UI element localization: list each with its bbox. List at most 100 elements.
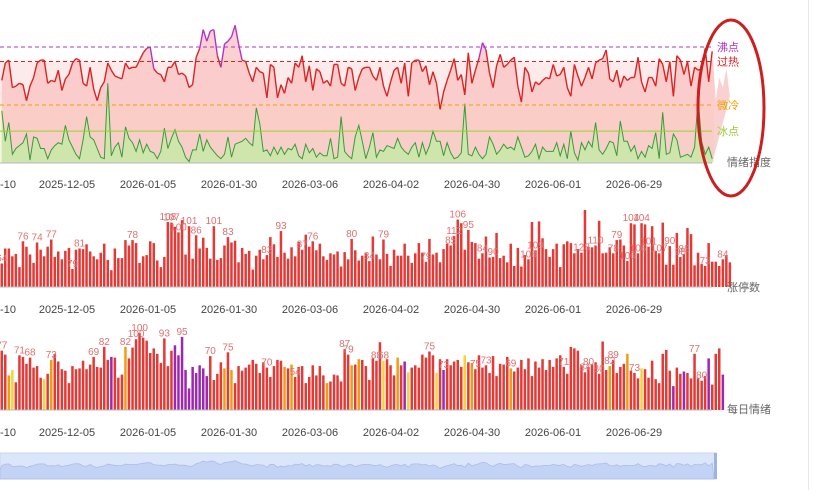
x-tick-label: 2025-12-05 xyxy=(39,304,95,316)
daily-mood-bar xyxy=(590,364,594,410)
limit-up-bar xyxy=(74,249,78,287)
limit-up-bar xyxy=(60,259,64,287)
daily-mood-bar xyxy=(339,381,343,410)
sentiment-upper-segment xyxy=(184,75,190,88)
sentiment-upper-segment xyxy=(407,62,413,97)
limit-up-bar xyxy=(138,262,141,287)
limit-up-bar xyxy=(0,263,3,287)
limit-up-bar xyxy=(194,235,198,287)
threshold-label: 微冷 xyxy=(717,98,739,112)
limit-up-panel: 6476747779817810810710010186101838393877… xyxy=(0,210,760,316)
daily-mood-bar xyxy=(216,373,219,410)
limit-up-bar xyxy=(134,243,138,287)
limit-up-bar xyxy=(604,252,608,287)
limit-up-bar xyxy=(622,245,626,287)
daily-mood-bar xyxy=(410,367,413,410)
limit-up-bar xyxy=(216,259,219,287)
daily-mood-bar xyxy=(622,363,626,410)
sentiment-upper-segment xyxy=(432,71,438,84)
limit-up-bar xyxy=(474,243,477,287)
x-tick-label: 2026-04-30 xyxy=(444,179,500,191)
daily-mood-bar xyxy=(127,358,131,410)
sentiment-upper-segment xyxy=(485,49,491,74)
x-tick-label: 2026-01-30 xyxy=(201,179,257,191)
limit-up-bar xyxy=(725,255,728,287)
sentiment-upper-segment xyxy=(626,76,632,81)
daily-mood-bar xyxy=(60,369,64,410)
sentiment-upper-segment xyxy=(276,84,282,98)
limit-up-bar xyxy=(244,253,247,287)
limit-up-value-label: 110 xyxy=(588,235,604,246)
daily-mood-bar xyxy=(251,359,254,410)
daily-mood-bar xyxy=(57,361,60,410)
limit-up-bar xyxy=(127,245,131,287)
limit-up-bar xyxy=(322,256,325,287)
limit-up-value-label: 101 xyxy=(640,237,657,248)
limit-up-bar xyxy=(209,258,212,287)
daily-mood-bar xyxy=(474,369,477,410)
limit-up-bar xyxy=(520,266,523,287)
sentiment-upper-segment xyxy=(623,75,628,81)
daily-mood-value-label: 69 xyxy=(88,347,100,358)
limit-up-bar xyxy=(368,261,371,287)
x-tick-label: 2026-06-29 xyxy=(606,179,662,191)
daily-mood-value-label: 82 xyxy=(604,356,616,367)
limit-up-bar xyxy=(350,238,353,287)
limit-up-bar xyxy=(445,243,449,287)
x-tick-label: 2025-12-05 xyxy=(39,179,95,191)
x-tick-label: -10 xyxy=(0,427,16,439)
limit-up-bar xyxy=(11,256,14,287)
limit-up-bar xyxy=(265,255,269,287)
daily-mood-bar xyxy=(39,377,42,410)
limit-up-bar xyxy=(364,253,368,287)
limit-up-value-label: 128 xyxy=(573,243,590,254)
daily-mood-bar xyxy=(318,366,322,410)
daily-mood-bar xyxy=(407,372,410,410)
daily-mood-bar xyxy=(364,366,368,410)
limit-up-bar xyxy=(120,258,124,287)
daily-mood-bar xyxy=(438,359,442,410)
daily-mood-bar xyxy=(88,364,92,410)
daily-mood-value-label: 80 xyxy=(696,371,708,382)
sentiment-upper-segment xyxy=(245,61,250,74)
limit-up-bar xyxy=(566,241,569,287)
sentiment-upper-segment xyxy=(110,69,116,77)
limit-up-bar xyxy=(382,239,385,287)
limit-up-value-label: 88 xyxy=(678,244,690,255)
sentiment-upper-segment xyxy=(78,59,84,84)
daily-mood-bar xyxy=(272,366,276,410)
daily-mood-bar xyxy=(583,372,587,410)
daily-mood-bar xyxy=(445,359,449,410)
daily-mood-bar xyxy=(541,359,544,410)
sentiment-upper-segment xyxy=(181,72,187,77)
daily-mood-bar xyxy=(32,367,35,410)
daily-mood-bar xyxy=(350,365,353,410)
limit-up-bar xyxy=(293,256,297,287)
threshold-label: 沸点 xyxy=(717,41,739,54)
sentiment-upper-segment xyxy=(234,25,240,45)
sentiment-upper-segment xyxy=(503,63,508,68)
sentiment-upper-segment xyxy=(644,77,650,93)
sentiment-upper-segment xyxy=(488,72,494,88)
limit-up-bar xyxy=(612,253,615,287)
limit-up-value-label: 76 xyxy=(307,231,319,242)
daily-mood-bar xyxy=(81,360,85,410)
limit-up-bar xyxy=(573,253,576,287)
limit-up-bar xyxy=(141,256,145,287)
sentiment-upper-segment xyxy=(464,52,469,95)
daily-mood-bar xyxy=(601,341,604,410)
daily-mood-bar xyxy=(240,370,244,410)
daily-mood-bar xyxy=(202,368,205,410)
x-tick-label: 2026-06-29 xyxy=(606,427,662,439)
limit-up-bar xyxy=(42,256,46,287)
navigator-handle[interactable] xyxy=(714,453,717,479)
limit-up-bar xyxy=(559,267,562,287)
daily-mood-bar xyxy=(67,383,71,410)
limit-up-bar xyxy=(145,255,148,287)
limit-up-bar xyxy=(700,264,703,287)
daily-mood-bar xyxy=(297,366,300,410)
x-tick-label: 2025-12-05 xyxy=(39,427,95,439)
sentiment-upper-segment xyxy=(224,40,229,45)
limit-up-value-label: 100 xyxy=(170,222,187,233)
daily-mood-bar xyxy=(573,348,576,410)
